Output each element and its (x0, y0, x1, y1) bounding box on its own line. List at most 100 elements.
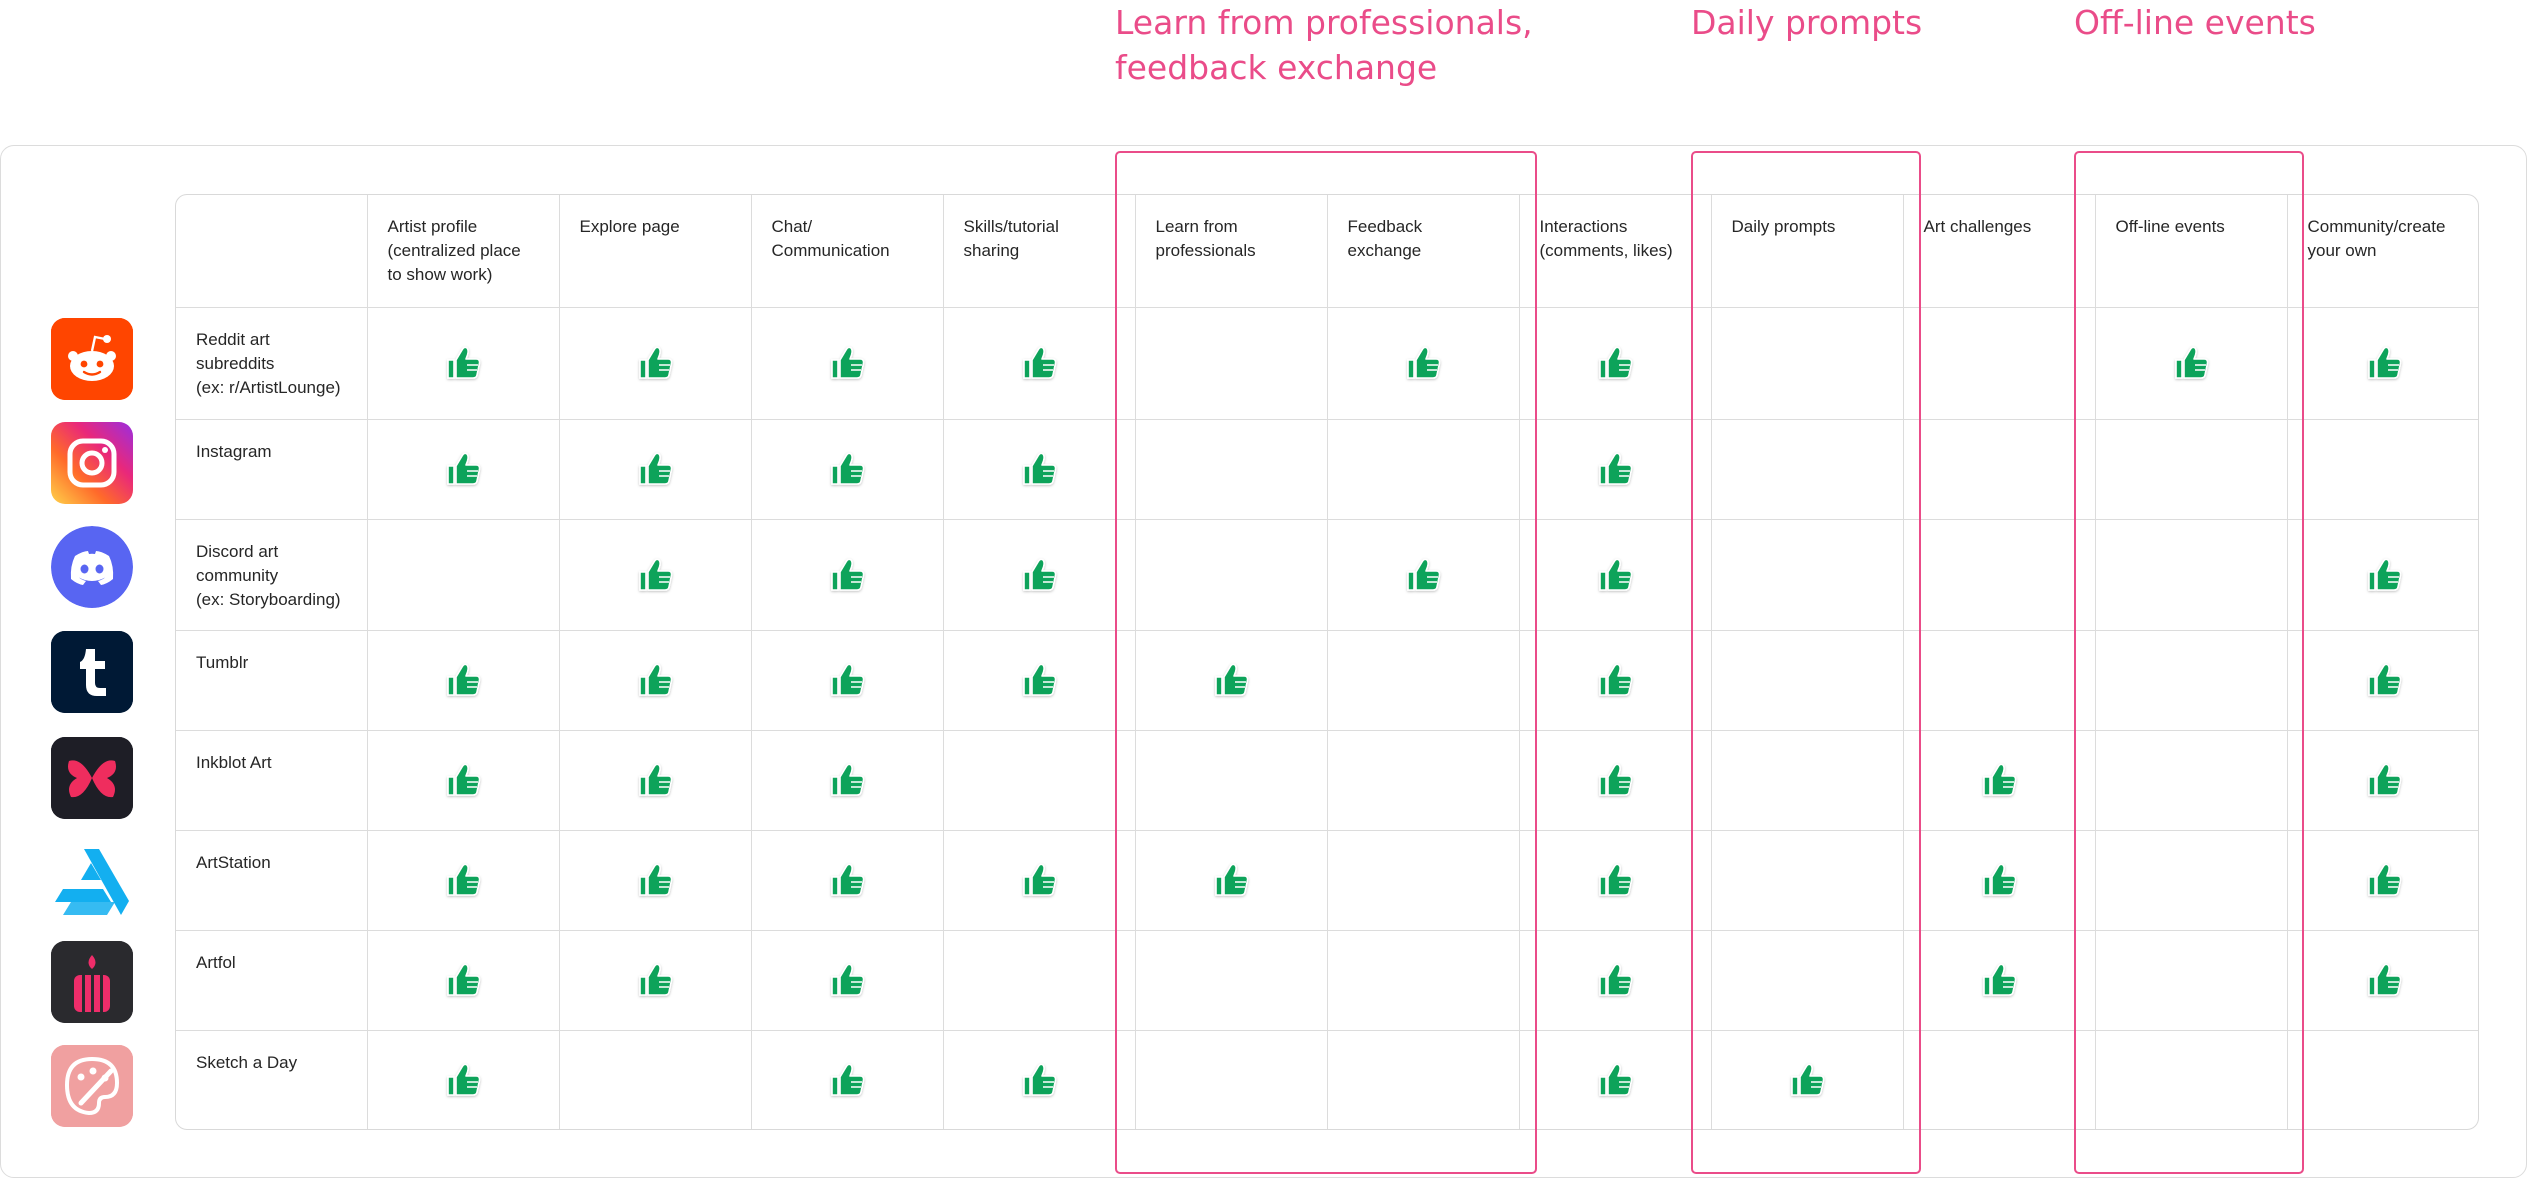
feature-cell (367, 307, 560, 420)
feature-cell (559, 930, 752, 1031)
feature-cell (367, 419, 560, 520)
sketch-a-day-icon (51, 1045, 133, 1127)
feature-cell (943, 630, 1136, 731)
table-row: Instagram (176, 419, 2478, 520)
feature-cell (943, 830, 1136, 931)
feature-cell (1135, 419, 1328, 520)
thumbs-up-icon (826, 759, 868, 801)
feature-cell (1711, 519, 1904, 631)
feature-cell (367, 519, 560, 631)
thumbs-up-icon (442, 448, 484, 490)
row-label-cell: Sketch a Day (176, 1030, 368, 1129)
feature-cell (1135, 1030, 1328, 1129)
thumbs-up-icon (1210, 659, 1252, 701)
feature-cell (1135, 730, 1328, 831)
row-label-cell: Tumblr (176, 630, 368, 731)
table-row: Sketch a Day (176, 1030, 2478, 1129)
table-row: Tumblr (176, 630, 2478, 731)
table-row: Artfol (176, 930, 2478, 1031)
thumbs-up-icon (634, 659, 676, 701)
platform-name: Inkblot Art (196, 752, 272, 772)
feature-cell (2287, 930, 2478, 1031)
feature-cell (2095, 930, 2288, 1031)
thumbs-up-icon (1978, 959, 2020, 1001)
column-header: Community/create your own (2287, 195, 2478, 308)
column-header-label: Feedback exchange (1347, 217, 1423, 260)
thumbs-up-icon (1402, 342, 1444, 384)
feature-cell (367, 930, 560, 1031)
feature-cell (367, 730, 560, 831)
column-header-label: Skills/tutorial sharing (963, 217, 1059, 260)
column-header: Skills/tutorial sharing (943, 195, 1136, 308)
thumbs-up-icon (2363, 859, 2405, 901)
feature-cell (2095, 307, 2288, 420)
feature-cell (367, 1030, 560, 1129)
platform-name: ArtStation (196, 852, 271, 872)
column-header: Artist profile (centralized place to sho… (367, 195, 560, 308)
thumbs-up-icon (1594, 342, 1636, 384)
thumbs-up-icon (2363, 959, 2405, 1001)
feature-cell (1135, 519, 1328, 631)
platform-name: Discord art community (ex: Storyboarding… (196, 541, 341, 609)
feature-cell (751, 830, 944, 931)
feature-cell (2095, 730, 2288, 831)
feature-cell (1519, 307, 1712, 420)
feature-cell (1711, 1030, 1904, 1129)
column-header-label: Learn from professionals (1155, 217, 1256, 260)
feature-cell (943, 730, 1136, 831)
feature-cell (2287, 730, 2478, 831)
feature-cell (943, 1030, 1136, 1129)
reddit-icon (51, 318, 133, 400)
feature-cell (1903, 730, 2096, 831)
feature-cell (1327, 730, 1520, 831)
table-row: Reddit art subreddits (ex: r/ArtistLoung… (176, 307, 2478, 420)
platform-name: Sketch a Day (196, 1052, 298, 1072)
column-header-label: Interactions (comments, likes) (1539, 217, 1673, 260)
thumbs-up-icon (1594, 554, 1636, 596)
thumbs-up-icon (442, 859, 484, 901)
thumbs-up-icon (826, 1059, 868, 1101)
thumbs-up-icon (634, 759, 676, 801)
thumbs-up-icon (442, 659, 484, 701)
thumbs-up-icon (826, 554, 868, 596)
feature-cell (943, 930, 1136, 1031)
feature-cell (1327, 630, 1520, 731)
thumbs-up-icon (1594, 859, 1636, 901)
thumbs-up-icon (826, 342, 868, 384)
platform-name: Tumblr (196, 652, 249, 672)
feature-cell (2287, 419, 2478, 520)
thumbs-up-icon (1018, 554, 1060, 596)
column-header: Off-line events (2095, 195, 2288, 308)
column-header-label: Community/create your own (2307, 217, 2446, 260)
thumbs-up-icon (634, 959, 676, 1001)
feature-cell (1519, 419, 1712, 520)
feature-cell (1519, 830, 1712, 931)
feature-cell (559, 519, 752, 631)
callout-daily-prompts: Daily prompts (1691, 3, 1923, 42)
column-header: Explore page (559, 195, 752, 308)
thumbs-up-icon (1018, 659, 1060, 701)
feature-cell (367, 630, 560, 731)
thumbs-up-icon (1018, 1059, 1060, 1101)
feature-cell (2095, 419, 2288, 520)
feature-cell (1903, 519, 2096, 631)
feature-cell (559, 830, 752, 931)
feature-cell (2095, 630, 2288, 731)
feature-cell (1519, 519, 1712, 631)
artfol-icon (51, 941, 133, 1023)
feature-cell (751, 930, 944, 1031)
column-header: Daily prompts (1711, 195, 1904, 308)
row-label-cell: Artfol (176, 930, 368, 1031)
feature-cell (2095, 519, 2288, 631)
feature-cell (751, 730, 944, 831)
column-header: Interactions (comments, likes) (1519, 195, 1712, 308)
feature-cell (2095, 1030, 2288, 1129)
thumbs-up-icon (1594, 959, 1636, 1001)
feature-cell (1519, 730, 1712, 831)
feature-matrix: Artist profile (centralized place to sho… (176, 195, 2478, 1129)
column-header-label: Off-line events (2115, 217, 2225, 236)
platform-name: Instagram (196, 441, 272, 461)
thumbs-up-icon (826, 659, 868, 701)
table-row: Inkblot Art (176, 730, 2478, 831)
column-header-label: Art challenges (1923, 217, 2032, 236)
